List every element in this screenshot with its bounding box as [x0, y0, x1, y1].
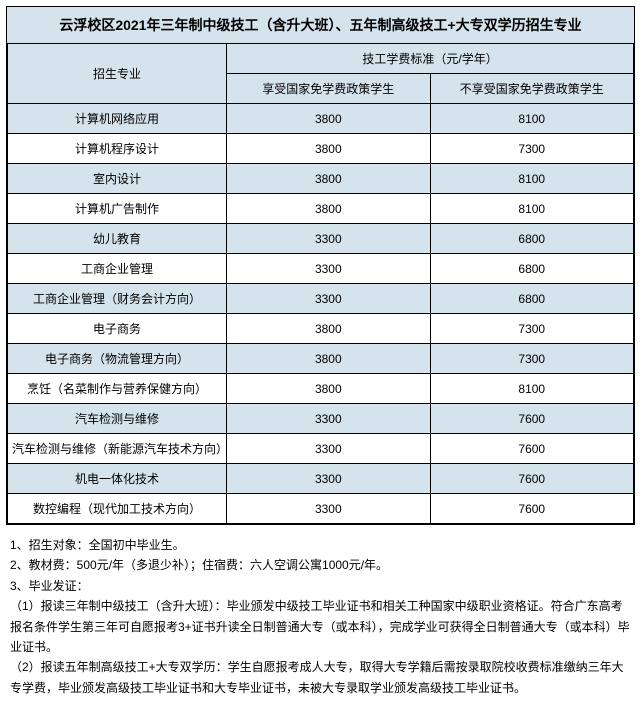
cell-full: 8100: [430, 104, 633, 134]
cell-subsidized: 3300: [227, 494, 430, 524]
cell-major: 计算机网络应用: [8, 104, 227, 134]
table-row: 工商企业管理33006800: [8, 254, 634, 284]
cell-subsidized: 3800: [227, 194, 430, 224]
cell-full: 6800: [430, 254, 633, 284]
table-row: 室内设计38008100: [8, 164, 634, 194]
table-row: 电子商务（物流管理方向）38007300: [8, 344, 634, 374]
header-subsidized: 享受国家免学费政策学生: [227, 74, 430, 104]
note-line: （2）报读五年制高级技工+大专双学历：学生自愿报考成人大专，取得大专学籍后需按录…: [10, 657, 631, 698]
cell-subsidized: 3800: [227, 374, 430, 404]
cell-subsidized: 3300: [227, 284, 430, 314]
header-fee-group: 技工学费标准（元/学年）: [227, 44, 634, 74]
cell-major: 机电一体化技术: [8, 464, 227, 494]
cell-full: 7600: [430, 434, 633, 464]
cell-major: 汽车检测与维修: [8, 404, 227, 434]
cell-major: 电子商务（物流管理方向）: [8, 344, 227, 374]
document-title: 云浮校区2021年三年制中级技工（含升大班）、五年制高级技工+大专双学历招生专业: [7, 7, 634, 44]
cell-full: 7600: [430, 464, 633, 494]
table-row: 数控编程（现代加工技术方向）33007600: [8, 494, 634, 524]
cell-subsidized: 3800: [227, 344, 430, 374]
cell-subsidized: 3800: [227, 104, 430, 134]
header-full: 不享受国家免学费政策学生: [430, 74, 633, 104]
cell-full: 8100: [430, 164, 633, 194]
cell-full: 7300: [430, 314, 633, 344]
cell-subsidized: 3800: [227, 164, 430, 194]
table-row: 机电一体化技术33007600: [8, 464, 634, 494]
table-header-row-1: 招生专业 技工学费标准（元/学年）: [8, 44, 634, 74]
note-line: 1、招生对象：全国初中毕业生。: [10, 535, 631, 555]
cell-major: 电子商务: [8, 314, 227, 344]
cell-full: 6800: [430, 284, 633, 314]
cell-full: 8100: [430, 374, 633, 404]
cell-subsidized: 3300: [227, 254, 430, 284]
cell-full: 7600: [430, 404, 633, 434]
note-line: （1）报读三年制中级技工（含升大班）：毕业颁发中级技工毕业证书和相关工种国家中级…: [10, 596, 631, 657]
cell-subsidized: 3300: [227, 464, 430, 494]
cell-full: 7300: [430, 344, 633, 374]
table-row: 电子商务38007300: [8, 314, 634, 344]
cell-major: 汽车检测与维修（新能源汽车技术方向）: [8, 434, 227, 464]
cell-subsidized: 3800: [227, 134, 430, 164]
cell-major: 工商企业管理: [8, 254, 227, 284]
cell-subsidized: 3300: [227, 404, 430, 434]
cell-major: 室内设计: [8, 164, 227, 194]
cell-major: 计算机程序设计: [8, 134, 227, 164]
header-major: 招生专业: [8, 44, 227, 104]
cell-major: 幼儿教育: [8, 224, 227, 254]
cell-subsidized: 3800: [227, 314, 430, 344]
table-row: 计算机广告制作38008100: [8, 194, 634, 224]
cell-major: 烹饪（名菜制作与营养保健方向）: [8, 374, 227, 404]
cell-full: 7600: [430, 494, 633, 524]
tuition-document: 云浮校区2021年三年制中级技工（含升大班）、五年制高级技工+大专双学历招生专业…: [6, 6, 635, 525]
note-line: 2、教材费：500元/年（多退少补）；住宿费：六人空调公寓1000元/年。: [10, 555, 631, 575]
notes-section: 1、招生对象：全国初中毕业生。2、教材费：500元/年（多退少补）；住宿费：六人…: [6, 525, 635, 702]
table-row: 计算机程序设计38007300: [8, 134, 634, 164]
cell-major: 数控编程（现代加工技术方向）: [8, 494, 227, 524]
note-line: 3、毕业发证：: [10, 576, 631, 596]
cell-full: 8100: [430, 194, 633, 224]
cell-major: 工商企业管理（财务会计方向）: [8, 284, 227, 314]
cell-major: 计算机广告制作: [8, 194, 227, 224]
cell-full: 6800: [430, 224, 633, 254]
table-row: 汽车检测与维修33007600: [8, 404, 634, 434]
table-row: 幼儿教育33006800: [8, 224, 634, 254]
table-row: 计算机网络应用38008100: [8, 104, 634, 134]
cell-full: 7300: [430, 134, 633, 164]
cell-subsidized: 3300: [227, 434, 430, 464]
table-row: 汽车检测与维修（新能源汽车技术方向）33007600: [8, 434, 634, 464]
tuition-table: 招生专业 技工学费标准（元/学年） 享受国家免学费政策学生 不享受国家免学费政策…: [7, 44, 634, 524]
table-row: 烹饪（名菜制作与营养保健方向）38008100: [8, 374, 634, 404]
cell-subsidized: 3300: [227, 224, 430, 254]
table-row: 工商企业管理（财务会计方向）33006800: [8, 284, 634, 314]
